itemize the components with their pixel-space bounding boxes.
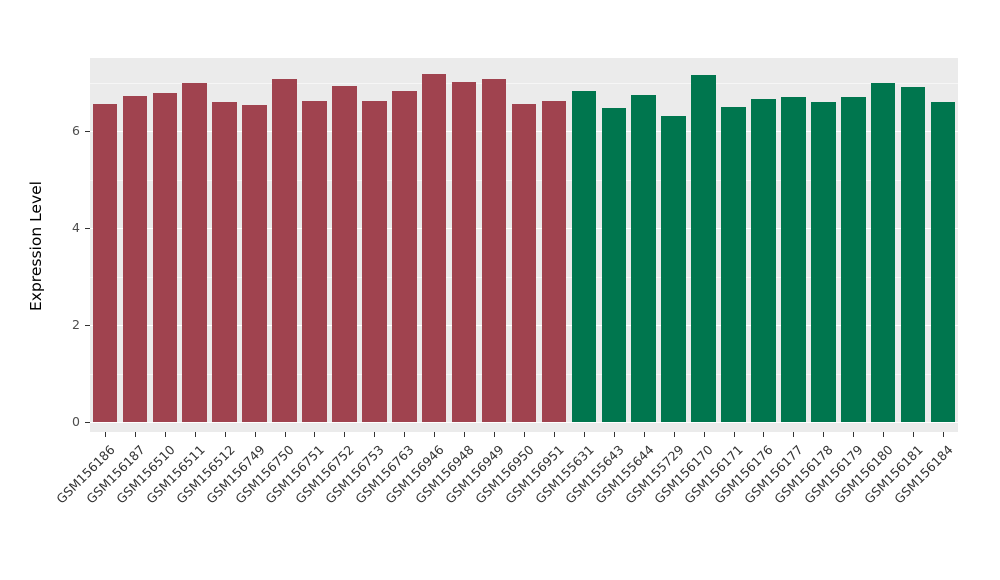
x-tick-mark-GSM156177 (793, 432, 795, 437)
x-tick-mark-GSM156512 (224, 432, 226, 437)
bar-GSM156512 (212, 101, 237, 422)
y-tick-label-4: 4 (72, 220, 80, 235)
y-tick-label-0: 0 (72, 414, 80, 429)
bar-GSM156749 (242, 105, 267, 422)
x-tick-mark-GSM156753 (374, 432, 376, 437)
x-tick-mark-GSM155644 (643, 432, 645, 437)
gridline-major-0 (90, 422, 958, 423)
x-tick-mark-GSM156184 (943, 432, 945, 437)
y-tick-mark-4 (85, 228, 90, 229)
bar-GSM156176 (751, 99, 776, 422)
x-tick-mark-GSM156187 (134, 432, 136, 437)
x-tick-mark-GSM156949 (494, 432, 496, 437)
x-tick-mark-GSM156510 (164, 432, 166, 437)
y-tick-mark-6 (85, 131, 90, 132)
y-tick-mark-2 (85, 325, 90, 326)
x-tick-mark-GSM156948 (464, 432, 466, 437)
y-tick-label-2: 2 (72, 317, 80, 332)
x-tick-mark-GSM156511 (194, 432, 196, 437)
x-tick-mark-GSM156180 (883, 432, 885, 437)
x-tick-mark-GSM156951 (553, 432, 555, 437)
bar-GSM155643 (601, 108, 627, 422)
x-tick-mark-GSM156181 (913, 432, 915, 437)
bar-GSM156951 (541, 100, 567, 422)
x-tick-mark-GSM156186 (104, 432, 106, 437)
bar-GSM156178 (811, 102, 836, 422)
x-tick-mark-GSM156751 (314, 432, 316, 437)
bar-GSM156184 (930, 102, 956, 422)
bar-GSM156750 (272, 78, 297, 422)
y-tick-mark-0 (85, 422, 90, 423)
bar-GSM156180 (870, 82, 896, 422)
bar-GSM155729 (661, 116, 686, 422)
x-tick-mark-GSM156950 (524, 432, 525, 437)
bar-GSM156950 (511, 104, 537, 422)
bar-GSM156171 (721, 106, 746, 422)
y-axis-title: Expression Level (27, 181, 45, 311)
x-tick-mark-GSM155631 (583, 432, 585, 437)
x-tick-mark-GSM156178 (823, 432, 825, 437)
x-tick-mark-GSM155643 (613, 432, 615, 437)
bar-GSM156753 (362, 100, 387, 422)
bar-GSM156752 (332, 85, 357, 422)
bar-GSM156510 (152, 93, 178, 422)
plot-panel (90, 58, 958, 432)
y-tick-label-6: 6 (72, 123, 80, 138)
x-tick-mark-GSM156763 (404, 432, 406, 437)
x-tick-mark-GSM156171 (733, 432, 735, 437)
bar-GSM156170 (691, 75, 716, 422)
bar-GSM156187 (122, 96, 148, 422)
bar-GSM155631 (571, 91, 597, 422)
x-tick-mark-GSM156170 (703, 432, 705, 437)
gridline-minor-7 (90, 82, 958, 84)
x-tick-mark-GSM156179 (853, 432, 855, 437)
x-tick-mark-GSM156946 (434, 432, 436, 437)
bar-GSM156181 (900, 87, 926, 422)
bar-GSM156751 (302, 100, 327, 422)
x-tick-mark-GSM156750 (284, 432, 286, 437)
bar-GSM156186 (92, 104, 118, 422)
bar-GSM156763 (392, 90, 417, 422)
bar-GSM155644 (631, 94, 656, 422)
x-tick-mark-GSM156752 (344, 432, 346, 437)
bar-GSM156948 (451, 81, 477, 422)
x-tick-mark-GSM156176 (763, 432, 765, 437)
x-tick-mark-GSM156749 (254, 432, 256, 437)
bar-GSM156949 (481, 78, 507, 422)
x-tick-mark-GSM155729 (673, 432, 675, 437)
bar-GSM156946 (421, 73, 447, 422)
bar-GSM156179 (840, 96, 866, 422)
bar-GSM156177 (781, 97, 806, 422)
bar-GSM156511 (182, 83, 208, 422)
